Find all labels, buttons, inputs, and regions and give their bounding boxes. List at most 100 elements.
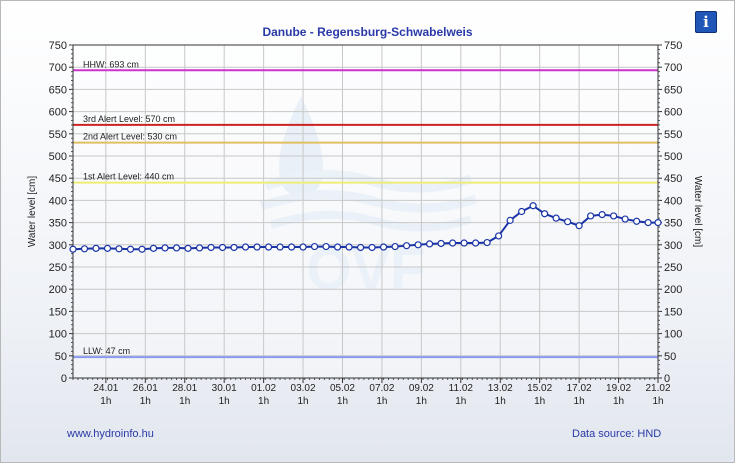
y-tick-label-left: 350 [49, 218, 67, 230]
x-tick-label-time: 1h [495, 396, 506, 407]
data-point [564, 218, 572, 226]
data-point [437, 239, 445, 248]
reference-line-label: 1st Alert Level: 440 cm [83, 172, 174, 182]
data-point [552, 214, 560, 222]
x-tick-label-time: 1h [337, 396, 348, 407]
y-tick-label-right: 550 [664, 129, 682, 141]
data-point [506, 216, 514, 224]
y-tick-label-left: 150 [49, 306, 67, 318]
y-tick-label-left: 500 [49, 151, 67, 163]
x-tick-label-time: 1h [100, 396, 111, 407]
data-point [414, 241, 422, 249]
x-tick-label-time: 1h [613, 396, 624, 407]
data-point [115, 245, 123, 253]
data-point [218, 243, 227, 252]
y-tick-label-right: 300 [664, 240, 682, 252]
y-tick-label-left: 650 [49, 84, 67, 96]
y-tick-label-right: 200 [664, 284, 682, 296]
reference-line-label: HHW: 693 cm [83, 59, 139, 69]
data-point [161, 244, 169, 252]
y-tick-label-right: 50 [664, 351, 676, 363]
data-point [207, 243, 215, 252]
reference-line-label: 3rd Alert Level: 570 cm [83, 114, 175, 124]
data-point [230, 243, 238, 252]
data-point [310, 242, 319, 251]
chart-title: Danube - Regensburg-Schwabelweis [262, 25, 473, 39]
y-tick-label-right: 100 [664, 329, 682, 341]
y-tick-label-right: 0 [664, 373, 670, 385]
y-tick-label-right: 350 [664, 218, 682, 230]
data-point [654, 219, 662, 227]
data-point [518, 207, 526, 216]
x-tick-label-date: 07.02 [369, 383, 394, 394]
y-tick-label-right: 450 [664, 173, 682, 185]
y-tick-label-left: 50 [55, 351, 67, 363]
footer-website[interactable]: www.hydroinfo.hu [67, 428, 154, 440]
y-tick-label-right: 700 [664, 62, 682, 74]
y-tick-label-left: 400 [49, 195, 67, 207]
plot-frame [72, 44, 659, 379]
y-tick-label-left: 700 [49, 62, 67, 74]
x-tick-label-date: 05.02 [330, 383, 355, 394]
x-tick-label-date: 15.02 [527, 383, 552, 394]
y-tick-label-right: 500 [664, 151, 682, 163]
data-point [483, 238, 491, 247]
y-tick-label-left: 750 [49, 40, 67, 52]
data-point [448, 239, 457, 247]
x-tick-label-date: 26.01 [133, 383, 158, 394]
data-point [287, 243, 296, 251]
reference-line-label: 2nd Alert Level: 530 cm [83, 132, 177, 142]
x-tick-label-time: 1h [416, 396, 427, 407]
data-point [80, 245, 89, 253]
data-point [495, 232, 503, 240]
data-point [368, 243, 376, 252]
data-point [126, 245, 135, 253]
data-point [69, 245, 77, 253]
info-button[interactable]: i [695, 11, 717, 33]
reference-line-label: LLW: 47 cm [83, 346, 130, 356]
plot-area [73, 45, 658, 378]
data-point [379, 243, 388, 251]
y-tick-label-left: 450 [49, 173, 67, 185]
y-axis-title-left: Water level [cm] [27, 176, 38, 248]
data-point [172, 244, 181, 252]
y-tick-label-right: 400 [664, 195, 682, 207]
x-tick-label-time: 1h [652, 396, 663, 407]
data-point [460, 239, 468, 247]
data-point [610, 212, 618, 220]
data-point [333, 243, 342, 251]
x-tick-label-date: 28.01 [172, 383, 197, 394]
x-tick-label-date: 11.02 [449, 383, 474, 394]
data-point [276, 243, 284, 251]
data-point [598, 211, 606, 219]
data-point [103, 244, 112, 252]
y-tick-label-left: 600 [49, 107, 67, 119]
x-tick-label-date: 13.02 [488, 383, 513, 394]
footer-data-source: Data source: HND [572, 428, 662, 440]
data-point [149, 244, 158, 252]
y-tick-label-left: 200 [49, 284, 67, 296]
data-point [402, 242, 411, 250]
data-point [264, 243, 273, 251]
x-tick-label-time: 1h [297, 396, 308, 407]
data-point [299, 243, 307, 251]
x-tick-label-time: 1h [258, 396, 269, 407]
data-point [92, 244, 100, 252]
data-point [184, 244, 192, 252]
data-point [644, 219, 652, 227]
x-tick-label-date: 03.02 [291, 383, 316, 394]
y-axis-title-right: Water level [cm] [692, 176, 703, 248]
x-tick-label-date: 09.02 [409, 383, 434, 394]
x-tick-label-date: 30.01 [212, 383, 237, 394]
data-point [356, 243, 365, 252]
x-tick-label-time: 1h [534, 396, 545, 407]
x-tick-label-time: 1h [219, 396, 230, 407]
data-point [575, 222, 583, 230]
series-line [72, 204, 658, 251]
data-point [391, 242, 399, 251]
data-point [471, 239, 480, 247]
x-tick-label-time: 1h [376, 396, 387, 407]
x-tick-label-date: 19.02 [606, 383, 631, 394]
